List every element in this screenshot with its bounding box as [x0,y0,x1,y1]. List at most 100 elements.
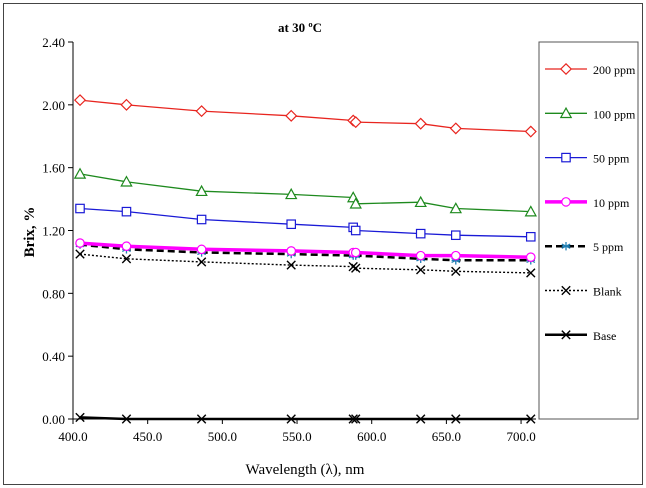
series-50-ppm [75,203,536,242]
legend-item: 200 ppm [545,62,636,77]
y-tick-label: 0.40 [42,349,65,364]
data-point [526,414,536,424]
data-point [415,250,426,261]
legend-box [538,41,639,420]
legend-item: 100 ppm [545,106,636,121]
data-point [525,252,536,263]
data-point [526,268,536,278]
data-point [286,246,297,256]
data-point [451,266,461,277]
data-point [414,195,427,208]
plot-area: 0.00 0.40 0.80 1.20 1.60 2.00 2.40 400.0 450.0 50… [42,35,537,444]
series-base [75,412,536,424]
series-10-ppm [75,238,536,263]
data-point [561,285,571,296]
x-tick-label: 400.0 [58,429,87,444]
legend-label: 200 ppm [593,63,636,77]
data-point [120,98,133,111]
series-line [79,173,531,213]
data-point [559,62,573,76]
data-point [196,214,207,225]
data-point [451,414,461,424]
data-point [196,244,207,255]
legend-item: 50 ppm [545,152,630,166]
data-point [449,202,463,214]
series-line [79,416,531,421]
y-tick-label: 0.00 [42,412,65,427]
data-point [73,94,87,107]
data-point [195,105,208,118]
series-line [79,243,531,262]
x-tick-label: 550.0 [282,429,311,444]
data-point [350,225,361,236]
data-point [416,414,426,424]
series-line [79,99,531,133]
data-point [449,122,462,135]
data-point [75,203,85,214]
legend-item: Blank [545,285,622,299]
data-point [286,219,297,230]
legend-label: Blank [593,285,622,299]
x-tick-label: 450.0 [133,429,162,444]
y-tick-label: 2.00 [42,98,65,113]
data-point [561,242,571,251]
data-point [73,167,87,179]
series-line [79,207,531,238]
data-point [75,238,85,248]
data-point [349,197,362,209]
legend-item: 10 ppm [545,196,630,210]
legend-label: 5 ppm [593,240,624,254]
series-100-ppm [73,167,537,217]
chart-title: at 30 ºC [278,20,322,35]
legend-label: 10 ppm [593,196,630,210]
series-200-ppm [73,94,537,138]
legend: 200 ppm 100 ppm 50 ppm 10 ppm 5 ppm Blank Base [538,41,639,420]
data-point [285,109,298,122]
x-tick-label: 500.0 [208,429,237,444]
data-point [414,117,427,130]
data-point [75,412,85,423]
data-point [561,330,571,340]
data-point [286,414,296,424]
x-axis-label: Wavelength (λ), nm [246,462,365,478]
data-point [195,184,208,197]
y-tick-label: 2.40 [42,35,65,50]
data-point [561,152,571,163]
data-point [121,206,132,217]
legend-item: 5 ppm [545,240,624,254]
data-point [524,205,537,217]
data-point [196,257,207,267]
x-tick-label: 600.0 [357,429,386,444]
data-point [351,263,361,273]
data-point [351,414,361,424]
data-point [284,187,298,200]
data-point [525,231,536,242]
y-tick-label: 1.20 [42,224,65,239]
data-point [450,250,461,261]
data-point [196,414,207,424]
y-tick-label: 0.80 [42,286,65,301]
data-point [561,197,571,207]
legend-label: Base [593,329,616,343]
y-axis-label: Brix, % [22,207,38,258]
data-point [121,414,132,424]
data-point [416,265,426,275]
data-point [120,175,133,187]
data-point [450,230,461,241]
data-point [415,228,426,239]
data-point [350,247,361,258]
series-blank [75,249,536,278]
legend-label: 100 ppm [593,107,636,121]
legend-label: 50 ppm [593,152,630,166]
data-point [524,125,537,138]
data-point [121,241,132,252]
data-point [286,260,296,270]
data-point [121,254,132,264]
x-tick-label: 650.0 [432,429,461,444]
data-point [75,249,85,259]
x-tick-label: 700.0 [506,429,535,444]
legend-item: Base [545,329,616,343]
data-point [559,106,573,119]
data-point [348,414,358,424]
